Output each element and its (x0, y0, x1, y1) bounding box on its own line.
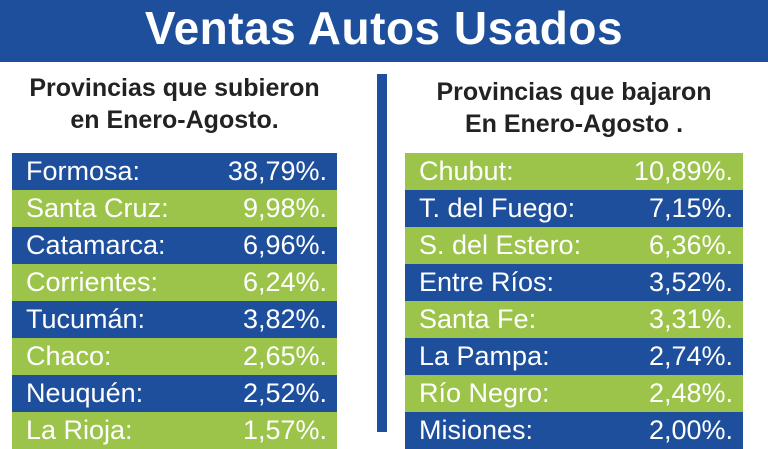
panel-decreased-subtitle: Provincias que bajaron En Enero-Agosto . (405, 76, 743, 140)
list-item: La Rioja: 1,57%. (12, 412, 337, 449)
panel-decreased-subtitle-line2: En Enero-Agosto . (464, 110, 684, 138)
province-percent: 3,82%. (242, 304, 327, 334)
province-percent: 9,98%. (242, 193, 327, 223)
province-percent: 6,36%. (648, 230, 733, 260)
list-item: Formosa: 38,79%. (12, 153, 337, 190)
province-percent: 2,74%. (648, 341, 733, 371)
list-item: S. del Estero: 6,36%. (405, 227, 743, 264)
province-percent: 2,48%. (648, 378, 733, 408)
list-item: Corrientes: 6,24%. (12, 264, 337, 301)
province-name: Neuquén: (26, 378, 144, 408)
column-divider (377, 74, 387, 432)
province-percent: 7,15%. (648, 193, 733, 223)
list-item: Catamarca: 6,96%. (12, 227, 337, 264)
increased-list: Formosa: 38,79%. Santa Cruz: 9,98%. Catama… (12, 153, 337, 449)
province-name: T. del Fuego: (419, 193, 576, 223)
province-percent: 2,52%. (242, 378, 327, 408)
list-item: Chaco: 2,65%. (12, 338, 337, 375)
panel-increased-subtitle: Provincias que subieron en Enero-Agosto. (12, 72, 337, 136)
province-name: Santa Cruz: (26, 193, 169, 223)
province-percent: 2,00%. (648, 415, 733, 445)
list-item: Neuquén: 2,52%. (12, 375, 337, 412)
decreased-list: Chubut: 10,89%. T. del Fuego: 7,15%. S. de… (405, 153, 743, 449)
province-percent: 1,57%. (242, 415, 327, 445)
list-item: Tucumán: 3,82%. (12, 301, 337, 338)
list-item: T. del Fuego: 7,15%. (405, 190, 743, 227)
province-name: La Pampa: (419, 341, 550, 371)
list-item: Chubut: 10,89%. (405, 153, 743, 190)
province-name: Formosa: (26, 156, 141, 186)
province-name: Entre Ríos: (419, 267, 555, 297)
province-percent: 2,65%. (242, 341, 327, 371)
list-item: Río Negro: 2,48%. (405, 375, 743, 412)
page-title: Ventas Autos Usados (144, 2, 624, 54)
list-item: Santa Fe: 3,31%. (405, 301, 743, 338)
province-name: Santa Fe: (419, 304, 537, 334)
province-name: La Rioja: (26, 415, 133, 445)
province-name: S. del Estero: (419, 230, 582, 260)
header-banner: Ventas Autos Usados (0, 0, 768, 62)
province-name: Chaco: (26, 341, 112, 371)
province-name: Corrientes: (26, 267, 159, 297)
list-item: Santa Cruz: 9,98%. (12, 190, 337, 227)
province-name: Chubut: (419, 156, 514, 186)
province-name: Río Negro: (419, 378, 550, 408)
province-name: Tucumán: (26, 304, 146, 334)
province-percent: 3,31%. (648, 304, 733, 334)
province-percent: 3,52%. (648, 267, 733, 297)
province-percent: 6,96%. (242, 230, 327, 260)
panel-increased-subtitle-line2: en Enero-Agosto. (70, 106, 279, 134)
list-item: La Pampa: 2,74%. (405, 338, 743, 375)
panel-decreased-subtitle-line1: Provincias que bajaron (436, 78, 712, 106)
province-percent: 38,79%. (227, 156, 327, 186)
province-percent: 10,89%. (633, 156, 733, 186)
list-item: Misiones: 2,00%. (405, 412, 743, 449)
province-name: Misiones: (419, 415, 534, 445)
province-name: Catamarca: (26, 230, 166, 260)
panel-increased-subtitle-line1: Provincias que subieron (29, 74, 320, 102)
list-item: Entre Ríos: 3,52%. (405, 264, 743, 301)
province-percent: 6,24%. (242, 267, 327, 297)
